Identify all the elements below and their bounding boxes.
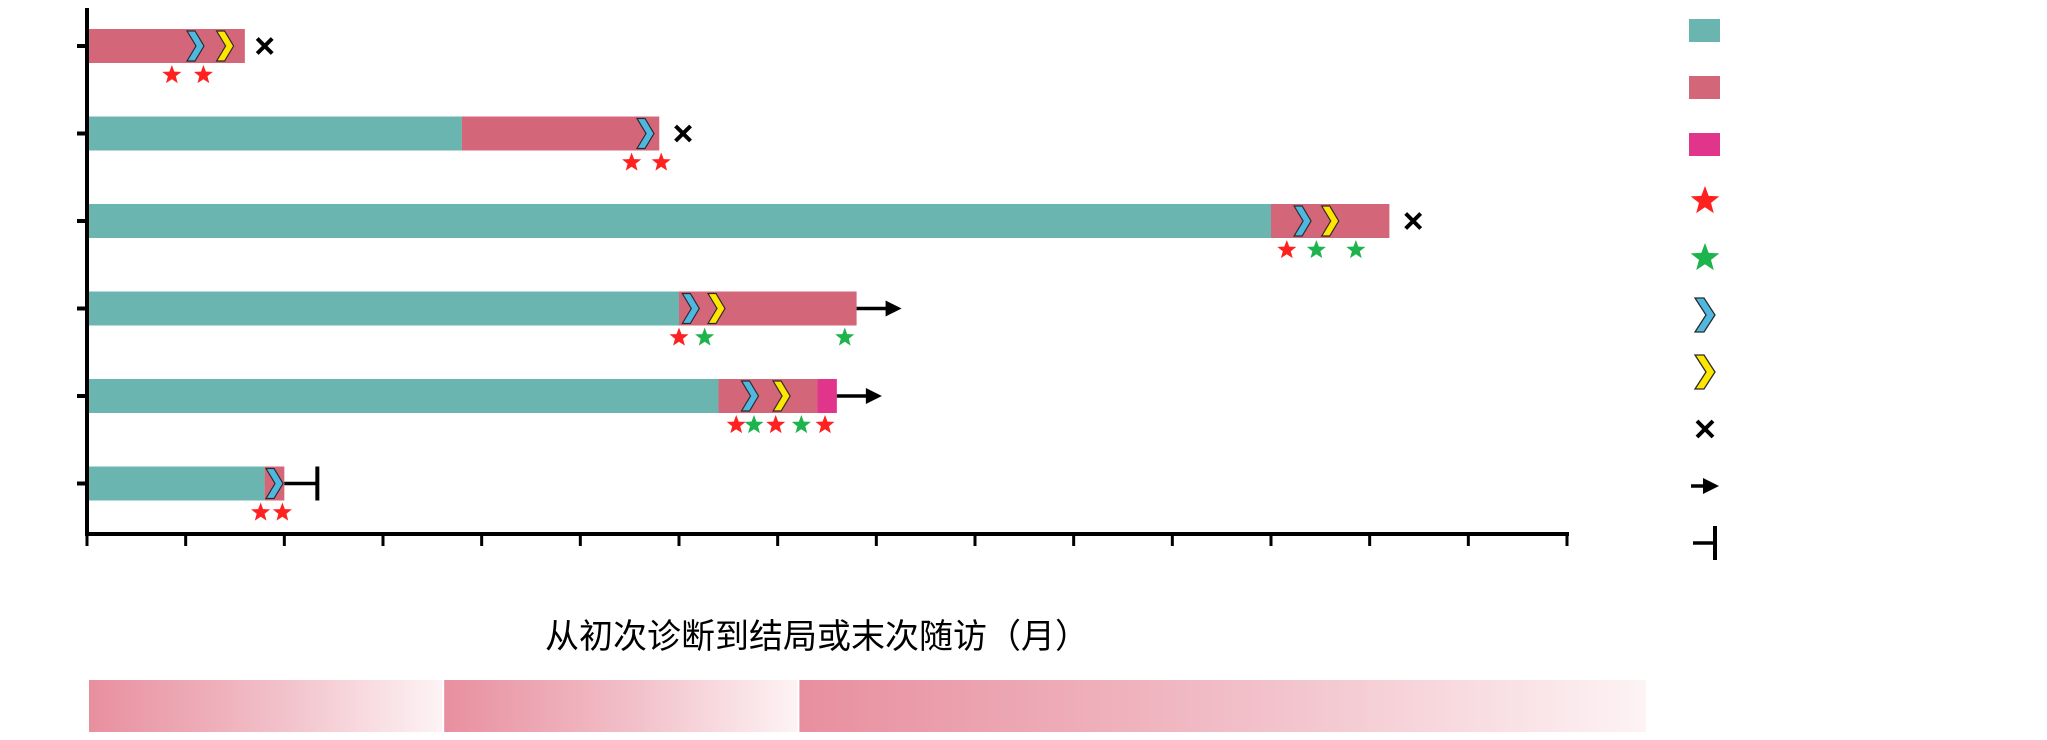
patient-row-p5 — [77, 379, 882, 434]
band-1 — [444, 680, 798, 732]
bar-segment-r2 — [817, 379, 837, 413]
legend-item-mrd_neg — [1690, 243, 1720, 271]
star-mrd_neg — [744, 415, 764, 434]
band-rect — [799, 680, 1646, 732]
relapse-timing-bands — [89, 680, 1646, 732]
bar-segment-cr1 — [87, 291, 679, 326]
chevron-blina — [635, 117, 655, 150]
death-marker-stroke-b — [1404, 212, 1423, 230]
legend-arrow — [1691, 478, 1719, 494]
legend-chevron — [1693, 354, 1716, 390]
legend-swatch — [1689, 19, 1720, 42]
star-mrd_pos — [272, 502, 292, 521]
star-mrd_pos — [651, 152, 671, 171]
legend-death-marker — [1695, 419, 1715, 439]
legend-lost — [1693, 526, 1717, 560]
band-0 — [89, 680, 443, 732]
bar-segment-cr1 — [87, 466, 265, 501]
death-marker — [674, 124, 692, 143]
chevron-blina — [1293, 205, 1312, 237]
followup-arrow — [836, 388, 882, 404]
patient-row-p3 — [77, 204, 1423, 259]
bars-layer — [77, 29, 1423, 521]
star-mrd_pos — [815, 415, 835, 434]
legend-chevron — [1693, 297, 1716, 333]
patient-row-p4 — [77, 291, 902, 346]
band-rect — [444, 680, 798, 732]
legend-item-cr1 — [1689, 19, 1720, 42]
chevron-hsct — [1320, 205, 1340, 237]
bar-segment-nr_r1 — [679, 291, 857, 326]
x-axis — [85, 8, 1569, 546]
chevron-blina — [740, 380, 760, 412]
chevron-blina — [681, 292, 700, 325]
chevron-hsct — [772, 380, 791, 412]
legend-item-mrd_pos — [1690, 186, 1720, 214]
death-marker — [1404, 212, 1423, 230]
legend-star — [1690, 243, 1720, 271]
legend-item-blina — [1693, 297, 1716, 333]
legend-swatch — [1689, 133, 1720, 156]
star-mrd_neg — [695, 327, 715, 346]
band-2 — [799, 680, 1646, 732]
star-mrd_pos — [193, 65, 213, 84]
death-marker — [255, 37, 274, 55]
band-rect — [89, 680, 443, 732]
star-mrd_neg — [791, 415, 811, 434]
followup-arrow-head — [865, 388, 882, 404]
death-marker-stroke-b — [674, 124, 692, 143]
legend-item-death — [1695, 419, 1715, 439]
legend-swatch — [1689, 76, 1720, 99]
legend-item-hsct — [1693, 354, 1716, 390]
star-mrd_pos — [669, 327, 689, 346]
bar-segment-cr1 — [87, 379, 719, 413]
legend-item-nr_r1 — [1689, 76, 1720, 99]
star-mrd_neg — [1346, 240, 1366, 259]
star-mrd_pos — [162, 65, 182, 84]
chevron-hsct — [706, 292, 726, 325]
star-mrd_pos — [251, 502, 271, 521]
bar-segment-cr1 — [87, 116, 462, 151]
death-marker-stroke-b — [255, 37, 274, 55]
bar-segment-nr_r1 — [718, 379, 818, 413]
legend-arrow-head — [1703, 478, 1719, 494]
legend-item-followup — [1691, 478, 1719, 494]
bar-segment-cr1 — [87, 204, 1271, 238]
followup-arrow-head — [885, 300, 902, 317]
patient-row-p6 — [77, 466, 320, 521]
star-mrd_pos — [766, 415, 786, 434]
legend-item-lost — [1693, 526, 1717, 560]
chevron-hsct — [215, 30, 235, 62]
star-mrd_pos — [726, 415, 746, 434]
star-mrd_neg — [1306, 240, 1326, 259]
followup-arrow — [856, 300, 902, 317]
bar-segment-nr_r1 — [461, 116, 660, 151]
patient-row-p1 — [77, 29, 274, 84]
chevron-blina — [185, 30, 205, 62]
legend — [1689, 19, 1720, 560]
legend-star — [1690, 186, 1720, 214]
chevron-blina — [264, 467, 284, 500]
star-mrd_pos — [622, 152, 642, 171]
legend-death-marker-stroke-b — [1695, 419, 1715, 439]
x-axis-label: 从初次诊断到结局或末次随访（月） — [545, 617, 1089, 657]
lost-marker — [284, 466, 320, 501]
star-mrd_pos — [1277, 240, 1297, 259]
star-mrd_neg — [835, 327, 855, 346]
patient-row-p2 — [77, 116, 692, 171]
legend-item-r2 — [1689, 133, 1720, 156]
